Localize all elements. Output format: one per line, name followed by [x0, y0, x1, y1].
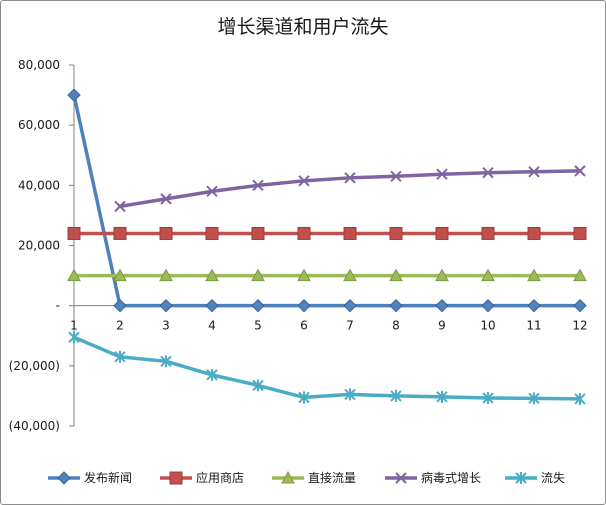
data-point-series-1: [481, 298, 495, 313]
x-tick-label: 11: [526, 319, 541, 333]
data-point-series-4: [160, 193, 172, 205]
legend-label-1: 发布新闻: [84, 470, 132, 485]
data-point-series-2: [573, 226, 587, 240]
data-point-series-1: [527, 298, 541, 313]
y-tick-label: 80,000: [18, 58, 60, 72]
data-point-series-3: [297, 268, 311, 282]
data-point-series-4: [574, 165, 586, 177]
x-tick-label: 10: [480, 319, 495, 333]
data-point-series-1: [343, 298, 357, 313]
data-point-series-3: [527, 268, 541, 282]
series-line-5: [72, 335, 582, 401]
data-point-series-4: [436, 168, 448, 180]
legend-marker-2: [169, 471, 183, 485]
data-point-series-4: [206, 185, 218, 198]
data-point-series-1: [205, 298, 219, 313]
data-point-series-5: [390, 389, 402, 402]
data-point-series-5: [206, 368, 218, 381]
legend-marker-4: [395, 472, 407, 484]
data-point-series-3: [113, 268, 127, 282]
data-point-series-2: [481, 226, 495, 240]
data-point-series-1: [389, 298, 403, 313]
data-point-series-2: [389, 226, 403, 240]
y-tick-label: (40,000): [9, 419, 60, 433]
x-axis: 1 2 3 4 5 6 7 8 9 10 11 12: [70, 305, 588, 333]
data-point-series-2: [159, 226, 173, 240]
data-point-series-5: [436, 390, 448, 403]
data-point-series-5: [252, 379, 264, 392]
x-tick-label: 4: [208, 319, 216, 333]
data-point-series-2: [113, 226, 127, 240]
data-point-series-3: [251, 268, 265, 282]
data-point-series-3: [67, 268, 81, 282]
data-point-series-4: [482, 166, 494, 179]
data-point-series-3: [159, 268, 173, 282]
data-point-series-1: [251, 298, 265, 313]
y-tick-label: (20,000): [9, 359, 60, 373]
y-tick-label: 60,000: [18, 118, 60, 132]
data-point-series-1: [67, 88, 81, 102]
chart-title: 增长渠道和用户流失: [217, 16, 388, 38]
data-point-series-3: [343, 268, 357, 282]
y-tick-label: 40,000: [18, 178, 60, 192]
data-point-series-3: [481, 268, 495, 282]
data-point-series-4: [344, 172, 356, 184]
data-point-series-3: [205, 268, 219, 282]
x-tick-label: 9: [438, 319, 446, 333]
x-tick-label: 5: [254, 319, 262, 333]
data-point-series-5: [344, 388, 356, 401]
data-point-series-1: [113, 298, 127, 313]
data-point-series-1: [573, 298, 587, 313]
legend-marker-1: [57, 471, 71, 485]
y-tick-label: -: [56, 299, 60, 313]
data-point-series-2: [435, 226, 449, 240]
x-tick-label: 1: [70, 319, 78, 333]
data-point-series-2: [343, 226, 357, 240]
series-line-1: [72, 93, 582, 308]
data-point-series-3: [435, 268, 449, 282]
data-point-series-5: [114, 350, 126, 363]
data-point-series-4: [252, 179, 264, 192]
data-point-series-4: [298, 175, 310, 187]
x-tick-label: 6: [300, 319, 308, 333]
data-point-series-1: [435, 298, 449, 313]
data-point-series-3: [389, 268, 403, 282]
series-markers: [67, 88, 587, 405]
data-point-series-5: [160, 355, 172, 368]
x-tick-label: 8: [392, 319, 400, 333]
data-point-series-5: [68, 331, 80, 344]
x-tick-label: 2: [116, 319, 124, 333]
data-point-series-4: [390, 170, 402, 183]
y-axis: 80,000 60,000 40,000 20,000 - (20,000) (40,000…: [9, 58, 75, 433]
data-point-series-3: [573, 268, 587, 282]
data-point-series-2: [527, 226, 541, 240]
data-point-series-4: [528, 166, 540, 178]
legend-marker-5: [515, 472, 527, 484]
data-point-series-2: [205, 226, 219, 240]
legend-label-2: 应用商店: [196, 470, 244, 485]
data-point-series-1: [159, 298, 173, 313]
series-lines: [72, 93, 582, 401]
data-point-series-2: [67, 226, 81, 240]
data-point-series-5: [574, 392, 586, 405]
data-point-series-2: [297, 226, 311, 240]
legend-marker-3: [281, 470, 295, 484]
legend: 发布新闻 应用商店 直接流量 病毒式增长 流失: [48, 470, 565, 485]
x-tick-label: 7: [346, 319, 354, 333]
data-point-series-4: [114, 200, 126, 213]
series-line-4: [118, 169, 582, 209]
legend-label-3: 直接流量: [308, 470, 356, 485]
y-tick-label: 20,000: [18, 239, 60, 253]
data-point-series-5: [482, 392, 494, 405]
data-point-series-5: [528, 392, 540, 405]
x-tick-label: 3: [162, 319, 170, 333]
legend-label-5: 流失: [541, 470, 565, 485]
data-point-series-2: [251, 226, 265, 240]
data-point-series-5: [298, 391, 310, 404]
x-tick-label: 12: [572, 319, 587, 333]
legend-label-4: 病毒式增长: [421, 470, 481, 485]
data-point-series-1: [297, 298, 311, 313]
